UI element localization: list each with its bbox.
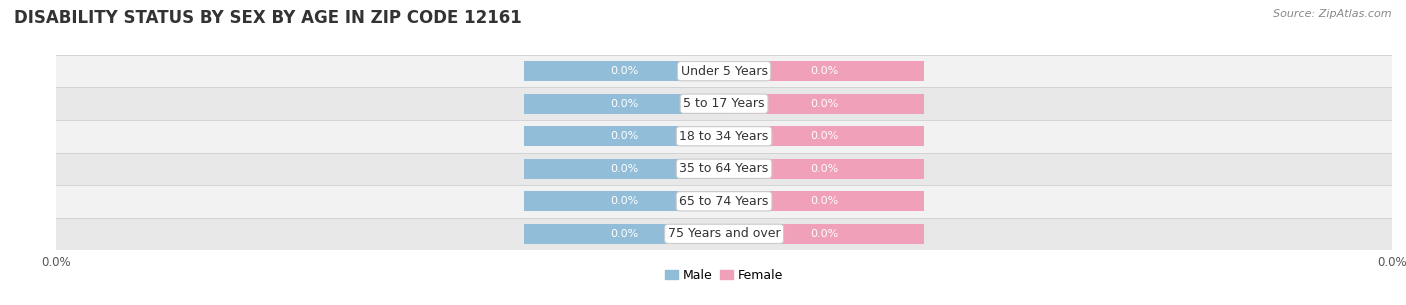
Text: 18 to 34 Years: 18 to 34 Years <box>679 130 769 143</box>
Bar <box>724 94 925 114</box>
Text: 0.0%: 0.0% <box>610 229 638 239</box>
Bar <box>724 61 925 81</box>
Text: 35 to 64 Years: 35 to 64 Years <box>679 162 769 175</box>
Text: Under 5 Years: Under 5 Years <box>681 65 768 78</box>
Text: 0.0%: 0.0% <box>810 196 838 206</box>
Text: 0.0%: 0.0% <box>610 196 638 206</box>
Text: 0.0%: 0.0% <box>810 99 838 109</box>
Bar <box>56 152 1392 185</box>
Bar <box>724 191 925 211</box>
Text: 0.0%: 0.0% <box>610 99 638 109</box>
Text: 0.0%: 0.0% <box>810 229 838 239</box>
Text: DISABILITY STATUS BY SEX BY AGE IN ZIP CODE 12161: DISABILITY STATUS BY SEX BY AGE IN ZIP C… <box>14 9 522 27</box>
Bar <box>724 126 925 146</box>
Bar <box>724 159 925 179</box>
Text: 5 to 17 Years: 5 to 17 Years <box>683 97 765 110</box>
Bar <box>724 224 925 244</box>
Text: 0.0%: 0.0% <box>610 66 638 76</box>
Text: 65 to 74 Years: 65 to 74 Years <box>679 195 769 208</box>
Bar <box>524 159 724 179</box>
Text: 0.0%: 0.0% <box>610 131 638 141</box>
Bar <box>56 217 1392 250</box>
Text: Source: ZipAtlas.com: Source: ZipAtlas.com <box>1274 9 1392 19</box>
Text: 0.0%: 0.0% <box>810 66 838 76</box>
Bar <box>56 55 1392 88</box>
Bar <box>524 224 724 244</box>
Text: 0.0%: 0.0% <box>610 164 638 174</box>
Bar <box>56 88 1392 120</box>
Bar <box>56 185 1392 217</box>
Bar <box>56 120 1392 152</box>
Legend: Male, Female: Male, Female <box>661 264 787 287</box>
Bar <box>524 126 724 146</box>
Bar <box>524 94 724 114</box>
Bar <box>524 191 724 211</box>
Text: 0.0%: 0.0% <box>810 131 838 141</box>
Text: 0.0%: 0.0% <box>810 164 838 174</box>
Bar <box>524 61 724 81</box>
Text: 75 Years and over: 75 Years and over <box>668 227 780 240</box>
